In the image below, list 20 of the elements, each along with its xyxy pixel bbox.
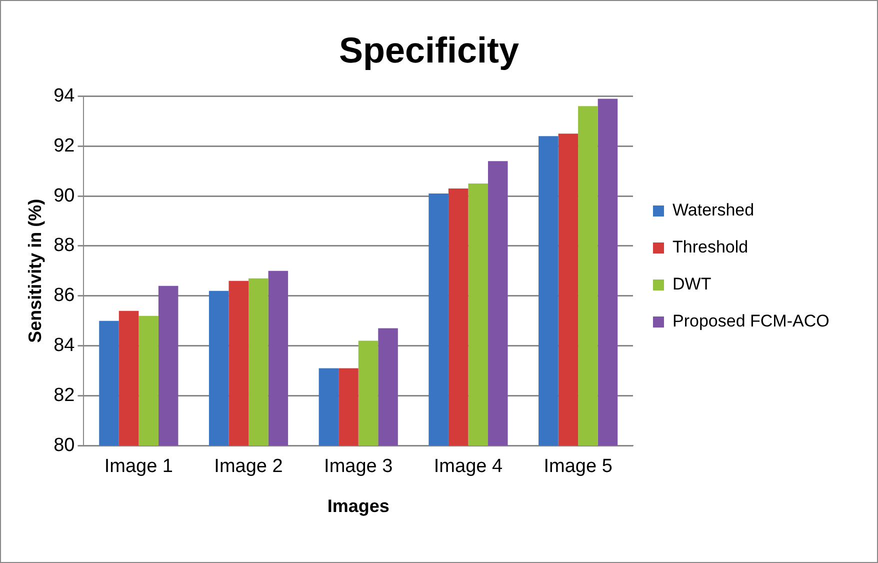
y-tick-label: 94 [54,85,76,106]
x-tick-label: Image 1 [104,456,173,478]
y-tick-label: 84 [54,335,76,356]
y-tick-label: 92 [54,135,75,156]
x-tick-label: Image 5 [544,456,612,478]
y-tick-label: 86 [54,285,75,306]
legend-label: DWT [672,274,712,294]
chart-title: Specificity [338,30,520,71]
legend-label: Threshold [672,238,748,257]
y-tick-label: 80 [54,434,75,456]
y-axis-title: Sensitivity in (%) [24,198,45,343]
y-tick-label: 90 [54,185,75,206]
y-tick-label: 88 [54,235,75,256]
x-tick-label: Image 3 [324,456,393,478]
x-axis-title: Images [327,496,390,516]
y-tick-label: 82 [54,384,75,406]
x-tick-label: Image 2 [214,456,283,478]
legend-label: Watershed [672,200,754,220]
legend-label: Proposed FCM-ACO [672,312,830,331]
x-tick-label: Image 4 [434,456,503,478]
